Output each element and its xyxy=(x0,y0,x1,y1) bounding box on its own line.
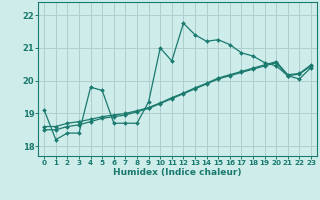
X-axis label: Humidex (Indice chaleur): Humidex (Indice chaleur) xyxy=(113,168,242,177)
